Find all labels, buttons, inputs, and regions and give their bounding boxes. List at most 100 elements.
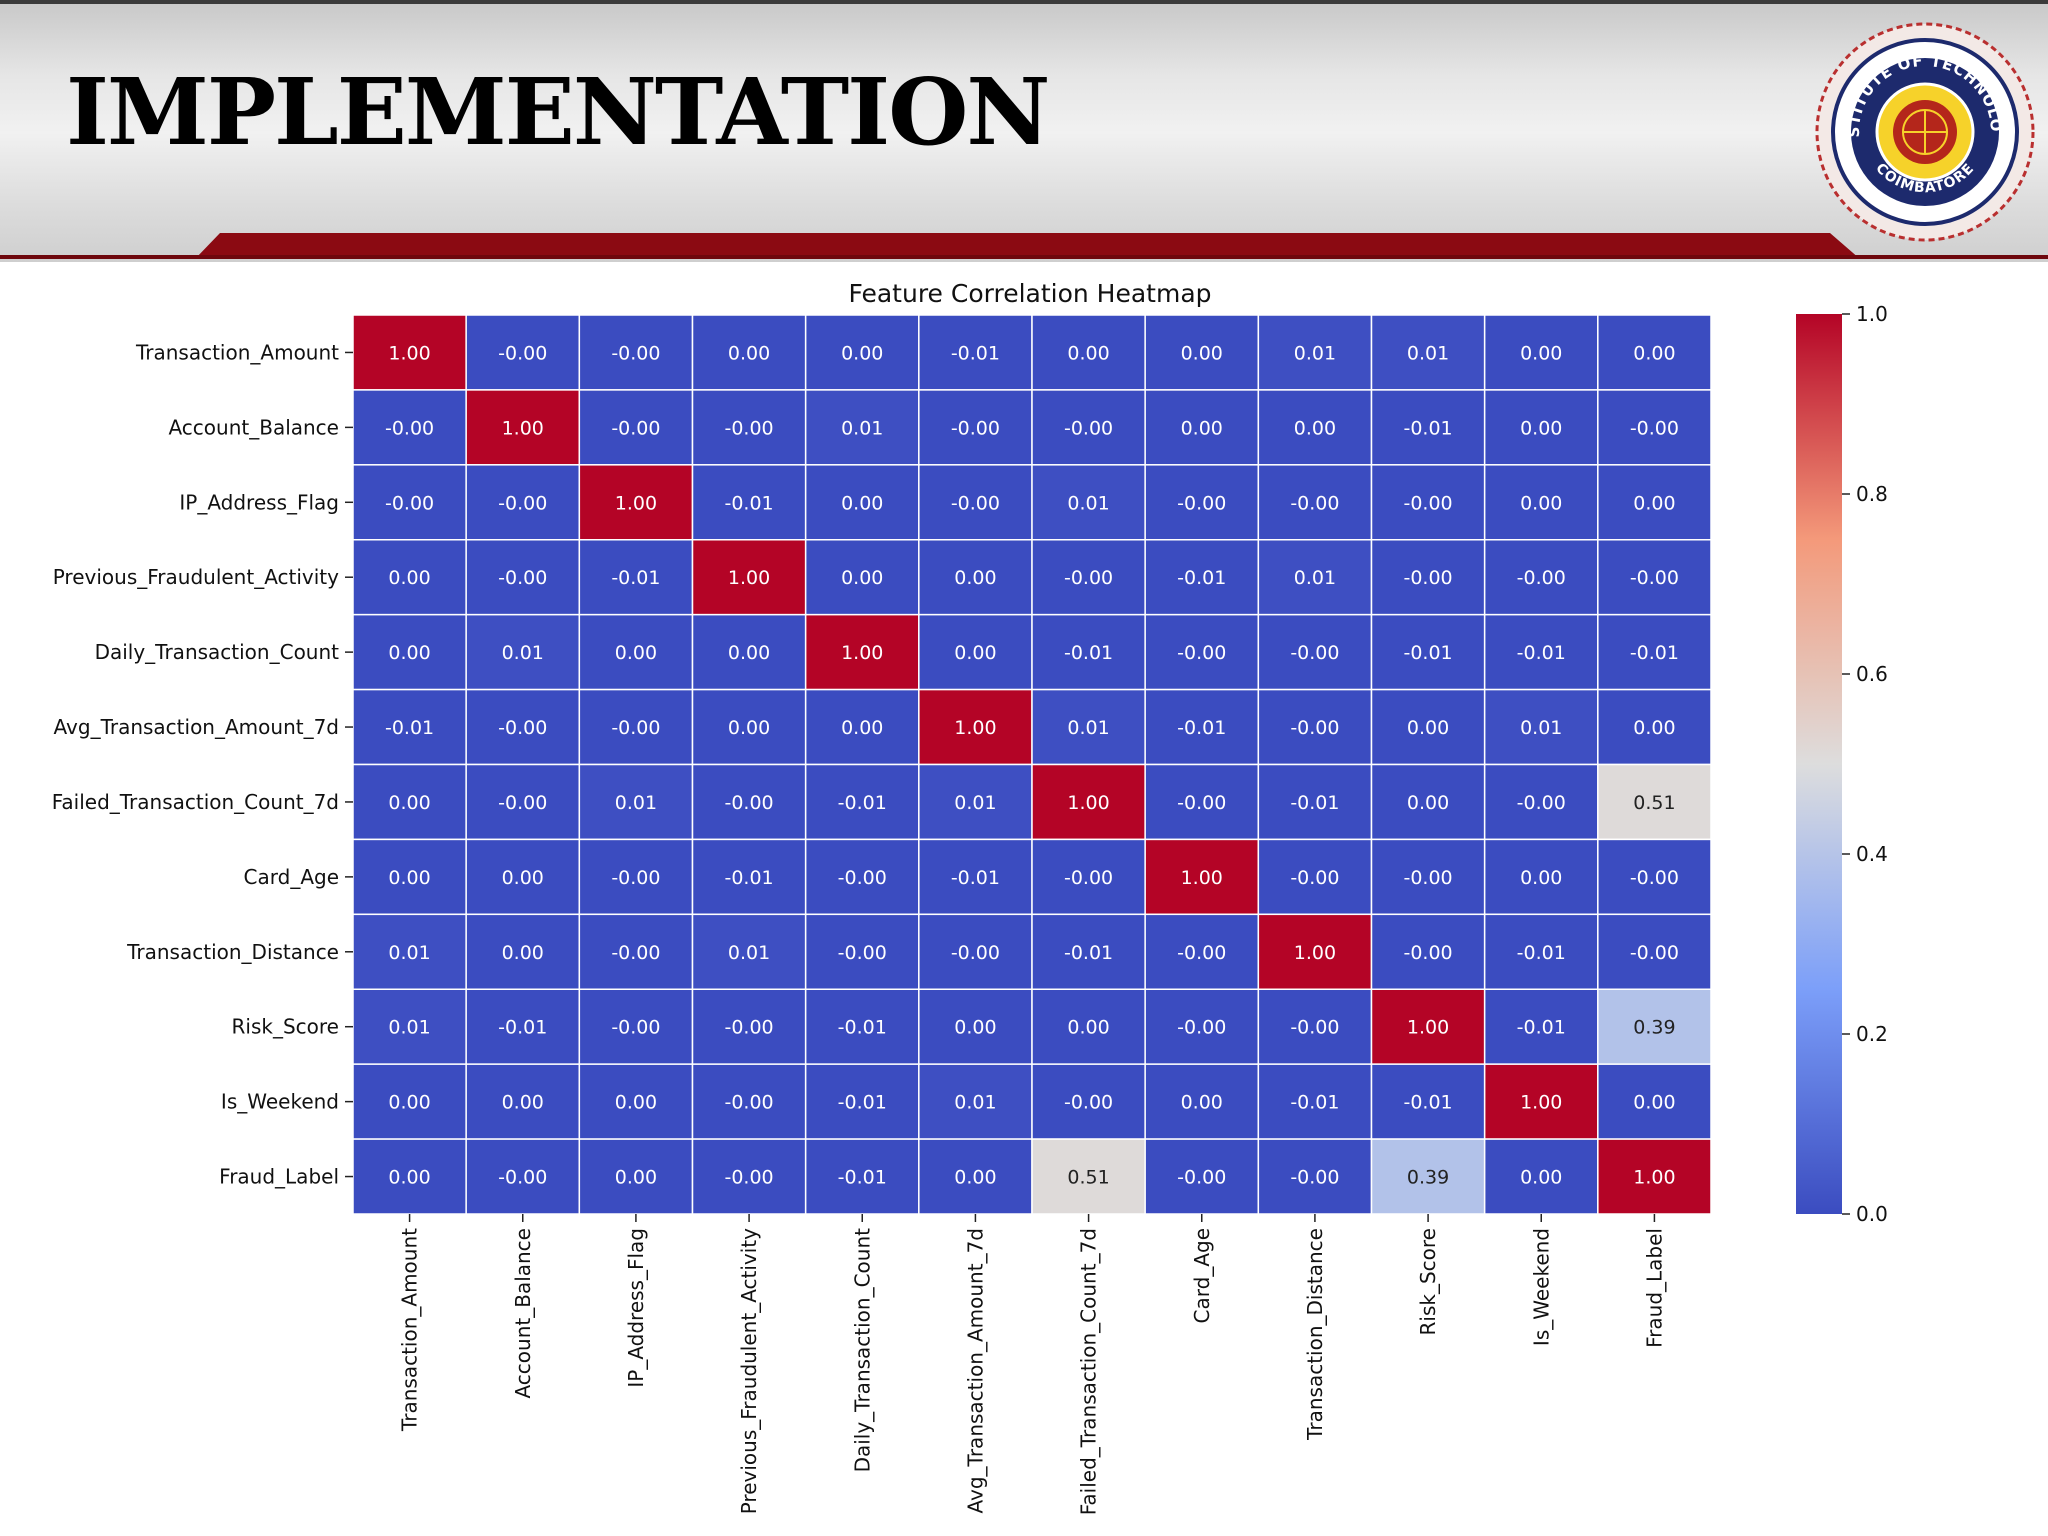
heatmap-cell [1483, 1063, 1599, 1140]
heatmap-cell [691, 389, 807, 466]
cell-value-label: 1.00 [1407, 1017, 1449, 1039]
cell-value-label: -0.01 [1403, 642, 1452, 664]
cell-value-label: -0.00 [1290, 717, 1339, 739]
cell-value-label: 1.00 [1294, 942, 1336, 964]
cell-value-label: -0.00 [498, 792, 547, 814]
institution-logo: INSTITUTE OF TECHNOLOGY COIMBATORE [1815, 22, 2035, 242]
y-tick-label: Avg_Transaction_Amount_7d [54, 715, 339, 739]
cell-value-label: 0.01 [1294, 342, 1336, 364]
cell-value-label: 0.01 [1407, 342, 1449, 364]
heatmap-cell [1370, 838, 1486, 916]
heatmap-cell [1031, 1063, 1146, 1140]
heatmap-cell [465, 1138, 581, 1215]
heatmap-cell [1370, 389, 1486, 466]
cell-value-label: 0.00 [388, 867, 430, 889]
cell-value-label: 0.00 [954, 567, 996, 589]
x-tick-label: Previous_Fraudulent_Activity [737, 1228, 761, 1514]
x-tick-label: Transaction_Distance [1303, 1228, 1327, 1441]
cell-value-label: -0.00 [1064, 867, 1113, 889]
heatmap-cell [352, 688, 467, 766]
cell-value-label: 0.00 [1407, 792, 1449, 814]
cell-value-label: -0.00 [1290, 867, 1339, 889]
heatmap-cell [1144, 1138, 1260, 1215]
heatmap-cell [1370, 1138, 1486, 1215]
cell-value-label: 0.01 [1520, 717, 1562, 739]
heatmap-cell [1144, 613, 1260, 691]
x-tick-label: Fraud_Label [1642, 1228, 1666, 1348]
heatmap-cell [804, 539, 920, 616]
heatmap-cell [352, 539, 467, 616]
cell-value-label: 0.00 [1067, 342, 1109, 364]
y-tick-label: Previous_Fraudulent_Activity [53, 565, 339, 589]
cell-value-label: 0.00 [841, 342, 883, 364]
heatmap-cell [804, 838, 920, 916]
heatmap-cell [1483, 913, 1599, 990]
heatmap-cell [1144, 389, 1260, 466]
heatmap-cell [1597, 913, 1712, 990]
cell-value-label: 0.00 [615, 1092, 657, 1114]
cell-value-label: 0.39 [1633, 1017, 1675, 1039]
cell-value-label: -0.00 [1403, 942, 1452, 964]
heatmap-cell [1031, 838, 1146, 916]
heatmap-cell [1597, 539, 1712, 616]
cell-value-label: 1.00 [1520, 1092, 1562, 1114]
heatmap-cell [1597, 838, 1712, 916]
cell-value-label: 0.00 [1520, 1167, 1562, 1189]
heatmap-cell [465, 464, 581, 541]
heatmap-cell [804, 988, 920, 1065]
cell-value-label: 0.00 [615, 642, 657, 664]
cell-value-label: -0.01 [1290, 792, 1339, 814]
heatmap-cell [1031, 314, 1146, 391]
cell-value-label: -0.00 [1177, 1167, 1226, 1189]
cell-value-label: 0.00 [388, 1167, 430, 1189]
cell-value-label: 0.01 [954, 792, 996, 814]
cell-value-label: 0.00 [954, 1017, 996, 1039]
cell-value-label: -0.00 [724, 792, 773, 814]
heatmap-cell [804, 1138, 920, 1215]
heatmap-cell [465, 613, 581, 691]
y-tick-label: Is_Weekend [221, 1090, 339, 1114]
heatmap-cell [578, 988, 694, 1065]
cell-value-label: -0.00 [1177, 942, 1226, 964]
cell-value-label: 0.00 [388, 1092, 430, 1114]
cell-value-label: -0.00 [724, 1017, 773, 1039]
heatmap-cell [352, 1138, 467, 1215]
cell-value-label: 0.00 [388, 567, 430, 589]
cell-value-label: 0.00 [728, 342, 770, 364]
cell-value-label: 0.01 [1294, 567, 1336, 589]
heatmap-cell [804, 1063, 920, 1140]
cell-value-label: -0.00 [1290, 642, 1339, 664]
cell-value-label: 0.00 [1520, 867, 1562, 889]
y-tick-label: Transaction_Distance [126, 940, 339, 964]
cell-value-label: -0.00 [498, 492, 547, 514]
cell-value-label: -0.00 [1630, 567, 1679, 589]
heatmap-cell [1031, 763, 1146, 841]
colorbar-tick-label: 0.6 [1856, 662, 1888, 686]
heatmap-cell [1257, 988, 1373, 1065]
heatmap-cell [578, 389, 694, 466]
heatmap-cell [352, 314, 467, 391]
cell-value-label: -0.00 [611, 1017, 660, 1039]
cell-value-label: -0.01 [385, 717, 434, 739]
cell-value-label: -0.00 [1403, 567, 1452, 589]
cell-value-label: -0.00 [498, 342, 547, 364]
cell-value-label: -0.01 [1064, 642, 1113, 664]
heatmap-cell [804, 688, 920, 766]
heatmap-cell [1597, 688, 1712, 766]
heatmap-cell [804, 389, 920, 466]
cell-value-label: 0.01 [1067, 492, 1109, 514]
cell-value-label: 0.00 [388, 642, 430, 664]
cell-value-label: 0.51 [1067, 1167, 1109, 1189]
cell-value-label: -0.00 [498, 1167, 547, 1189]
cell-value-label: 1.00 [1067, 792, 1109, 814]
heatmap-cell [918, 763, 1033, 841]
cell-value-label: -0.00 [611, 942, 660, 964]
heatmap-cell [1144, 688, 1260, 766]
heatmap-cell [1370, 539, 1486, 616]
cell-value-label: -0.00 [838, 867, 887, 889]
cell-value-label: 0.00 [1633, 492, 1675, 514]
cell-value-label: 0.00 [502, 942, 544, 964]
y-tick-label: Daily_Transaction_Count [95, 640, 340, 664]
heatmap-cell [352, 464, 467, 541]
cell-value-label: 0.00 [1520, 342, 1562, 364]
